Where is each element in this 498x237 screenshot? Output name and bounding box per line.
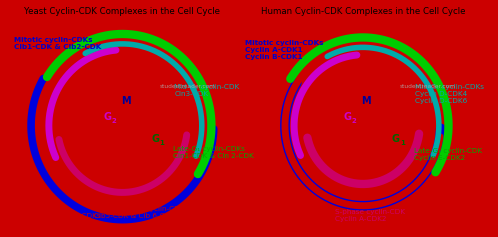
Text: 1: 1	[400, 140, 405, 146]
Text: Early S-phase cyclin-CDKs
Clb5-CDK & Clb 6-CDK: Early S-phase cyclin-CDKs Clb5-CDK & Clb…	[94, 206, 188, 219]
Text: Late-G₁ cyclin-CDKs
Cln1-CDK & Cln 2-CDK: Late-G₁ cyclin-CDKs Cln1-CDK & Cln 2-CDK	[173, 146, 254, 159]
Text: S: S	[118, 149, 125, 159]
Text: G: G	[151, 133, 159, 144]
Text: G: G	[391, 133, 399, 144]
Text: Mid-G₁ cyclin-CDKs
Cyclin D-CDK4
Cyclin D-CDK6: Mid-G₁ cyclin-CDKs Cyclin D-CDK4 Cyclin …	[415, 84, 484, 104]
Text: 1: 1	[159, 140, 164, 146]
Text: M: M	[122, 96, 131, 106]
Text: Human Cyclin-CDK Complexes in the Cell Cycle: Human Cyclin-CDK Complexes in the Cell C…	[260, 7, 465, 16]
Text: G: G	[103, 112, 111, 122]
Text: G: G	[344, 112, 352, 122]
Text: Mid-G₁ cyclin-CDK
Cln3-CDK: Mid-G₁ cyclin-CDK Cln3-CDK	[174, 84, 240, 97]
Text: Late S-phase &
Early M-Phase cyclin-CDKs
Clb 3-CDK & Clb 4-CDK: Late S-phase & Early M-Phase cyclin-CDKs…	[4, 206, 100, 226]
Text: Mitotic cyclin-CDKs
Clb1-CDK & Clb2-CDK: Mitotic cyclin-CDKs Clb1-CDK & Clb2-CDK	[14, 37, 102, 50]
Text: 2: 2	[112, 118, 116, 124]
Text: Mitotic cyclin-CDKs
Cyclin A-CDK1
Cyclin B-CDK1: Mitotic cyclin-CDKs Cyclin A-CDK1 Cyclin…	[245, 40, 324, 60]
Text: S-phase cyclin-CDK
Cyclin A-CDK2: S-phase cyclin-CDK Cyclin A-CDK2	[336, 209, 405, 223]
Text: 2: 2	[352, 118, 357, 124]
Text: Late-G₁ cyclin-CDK
Cyclin E-CDK2: Late-G₁ cyclin-CDK Cyclin E-CDK2	[414, 148, 482, 161]
Text: M: M	[362, 96, 371, 106]
Text: Yeast Cyclin-CDK Complexes in the Cell Cycle: Yeast Cyclin-CDK Complexes in the Cell C…	[24, 7, 221, 16]
Text: S: S	[359, 149, 366, 159]
Text: studentreader.com: studentreader.com	[159, 84, 215, 89]
Text: studentreader.com: studentreader.com	[400, 84, 456, 89]
